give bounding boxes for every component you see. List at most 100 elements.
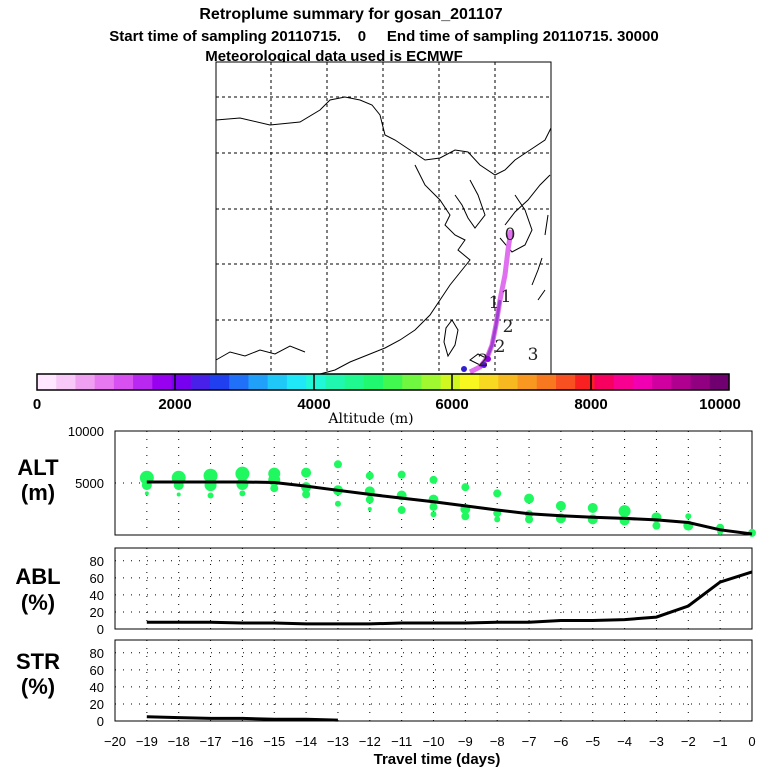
alt-point bbox=[397, 506, 406, 515]
day-label: 2 bbox=[503, 317, 514, 337]
x-tick-label: −19 bbox=[136, 734, 158, 749]
colorbar-cell bbox=[56, 374, 77, 390]
abl-line bbox=[146, 570, 753, 626]
str-ylabel-unit: (%) bbox=[21, 674, 55, 699]
altitude-colorbar: 0 2000 4000 6000 8000 10000 Altitude (m) bbox=[33, 373, 741, 427]
x-tick-label: −6 bbox=[553, 734, 568, 749]
alt-point bbox=[652, 521, 661, 530]
str-ylabel: STR bbox=[16, 649, 60, 674]
alt-point bbox=[235, 466, 250, 481]
colorbar-cell bbox=[652, 374, 672, 390]
colorbar-cell bbox=[94, 374, 115, 390]
colorbar-cell bbox=[690, 374, 711, 390]
alt-point bbox=[203, 468, 218, 483]
colorbar-cell bbox=[267, 374, 288, 390]
alt-point bbox=[236, 478, 249, 491]
alt-median-line bbox=[146, 480, 753, 536]
colorbar-cell bbox=[37, 374, 57, 390]
colorbar-cell bbox=[383, 374, 403, 390]
str-line bbox=[146, 715, 338, 722]
colorbar-cell bbox=[113, 374, 134, 390]
alt-point bbox=[685, 513, 692, 520]
colorbar-cell bbox=[210, 374, 230, 390]
colorbar-cell bbox=[479, 374, 499, 390]
alt-point bbox=[587, 502, 598, 513]
x-axis-label: Travel time (days) bbox=[374, 751, 501, 768]
colorbar-cell bbox=[517, 374, 538, 390]
alt-panel: 10000 5000 ALT (m) bbox=[17, 424, 756, 537]
day-label: 3 bbox=[528, 345, 539, 365]
abl-ytick-label: 0 bbox=[97, 622, 104, 637]
x-tick-label: −16 bbox=[231, 734, 253, 749]
abl-ytick-label: 40 bbox=[90, 588, 104, 603]
str-ytick-label: 80 bbox=[90, 646, 104, 661]
day-label: 1 bbox=[489, 293, 500, 313]
str-ytick-label: 20 bbox=[90, 697, 104, 712]
colorbar-cell bbox=[440, 374, 461, 390]
x-tick-label: −1 bbox=[713, 734, 728, 749]
day-label: 0 bbox=[505, 225, 516, 245]
x-tick-label: −8 bbox=[490, 734, 505, 749]
alt-point bbox=[461, 512, 470, 521]
str-ytick-label: 0 bbox=[97, 714, 104, 729]
colorbar-tick: 6000 bbox=[435, 396, 468, 413]
day-labels: 0 1 1 2 2 2 3 bbox=[478, 225, 539, 371]
colorbar-cell bbox=[536, 374, 557, 390]
abl-ytick-label: 60 bbox=[90, 571, 104, 586]
colorbar-cell bbox=[459, 374, 480, 390]
colorbar-tick: 2000 bbox=[158, 396, 191, 413]
colorbar-cell bbox=[421, 374, 442, 390]
x-tick-label: −5 bbox=[585, 734, 600, 749]
alt-point bbox=[397, 470, 406, 479]
x-tick-label: −12 bbox=[359, 734, 381, 749]
x-tick-label: −15 bbox=[263, 734, 285, 749]
x-tick-label: −2 bbox=[681, 734, 696, 749]
coastlines bbox=[215, 96, 552, 375]
colorbar-cell bbox=[363, 374, 384, 390]
alt-point bbox=[494, 516, 501, 523]
alt-point bbox=[207, 492, 214, 499]
alt-point bbox=[144, 491, 149, 496]
alt-ylabel-unit: (m) bbox=[21, 480, 55, 505]
colorbar-cell bbox=[171, 374, 192, 390]
colorbar-cell bbox=[556, 374, 576, 390]
alt-point bbox=[525, 515, 534, 524]
abl-ylabel: ABL bbox=[15, 564, 60, 589]
colorbar-cell bbox=[671, 374, 692, 390]
track-point bbox=[481, 362, 487, 368]
colorbar-cell bbox=[709, 374, 730, 390]
alt-point bbox=[429, 502, 438, 511]
track-line-low bbox=[478, 299, 502, 368]
alt-point bbox=[176, 492, 181, 497]
x-tick-label: −11 bbox=[391, 734, 412, 749]
alt-point bbox=[239, 490, 246, 497]
alt-point bbox=[493, 489, 502, 498]
alt-point bbox=[302, 490, 311, 499]
alt-point bbox=[430, 511, 437, 518]
alt-point bbox=[555, 500, 566, 511]
x-tick-label: −9 bbox=[458, 734, 473, 749]
x-tick-label: −4 bbox=[617, 734, 632, 749]
colorbar-cell bbox=[286, 374, 307, 390]
track-point bbox=[461, 366, 467, 372]
abl-ylabel-unit: (%) bbox=[21, 590, 55, 615]
alt-point bbox=[270, 484, 279, 493]
x-tick-label: −10 bbox=[422, 734, 444, 749]
x-tick-label: −3 bbox=[649, 734, 664, 749]
day-label: 2 bbox=[478, 351, 489, 371]
abl-ytick-label: 20 bbox=[90, 605, 104, 620]
alt-ylabel: ALT bbox=[17, 455, 59, 480]
alt-point bbox=[524, 493, 535, 504]
sampling-times: Start time of sampling 20110715. 0 End t… bbox=[109, 28, 658, 45]
alt-point bbox=[429, 475, 438, 484]
colorbar-cell bbox=[152, 374, 173, 390]
alt-point bbox=[365, 495, 374, 504]
alt-point bbox=[618, 505, 631, 518]
alt-point bbox=[301, 467, 312, 478]
colorbar-cell bbox=[133, 374, 153, 390]
alt-point bbox=[365, 471, 374, 480]
colorbar-cell bbox=[306, 374, 326, 390]
colorbar-cell bbox=[594, 374, 615, 390]
